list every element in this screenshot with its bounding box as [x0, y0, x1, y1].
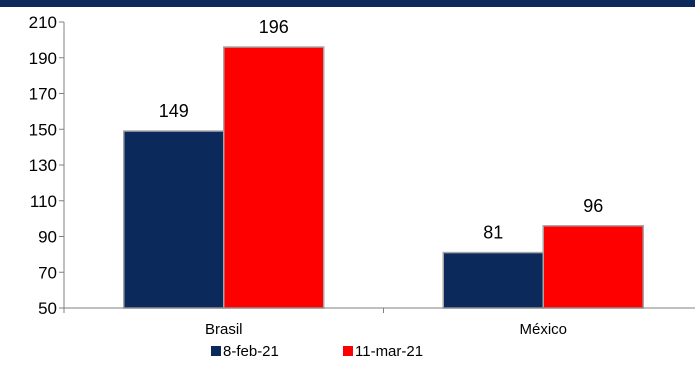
bar-1: [442, 251, 544, 309]
bar-2: [542, 225, 644, 309]
legend-label: 11-mar-21: [355, 343, 423, 360]
bars-layer: [123, 46, 644, 309]
data-label: 196: [259, 17, 289, 37]
top-accent-bar: [0, 0, 695, 7]
bar-2: [223, 46, 325, 309]
data-label: 96: [583, 196, 603, 216]
x-category-label: México: [519, 321, 567, 338]
y-tick-label: 190: [29, 49, 57, 68]
data-label: 149: [159, 101, 189, 121]
data-label: 81: [483, 223, 503, 243]
y-tick-label: 70: [38, 263, 57, 282]
labels-layer: 149 196 Brasil 81 96 México: [159, 17, 604, 338]
legend-swatch: [211, 346, 221, 356]
y-tick-label: 130: [29, 156, 57, 175]
legend: 8-feb-21 11-mar-21: [211, 343, 423, 360]
y-tick-label: 50: [38, 299, 57, 318]
x-category-label: Brasil: [205, 321, 243, 338]
y-tick-label: 170: [29, 85, 57, 104]
bar-1: [123, 130, 225, 309]
y-tick-label: 90: [38, 228, 57, 247]
y-tick-label: 110: [30, 192, 57, 211]
y-tick-label: 210: [29, 13, 57, 32]
y-tick-label: 150: [29, 120, 57, 139]
legend-swatch: [343, 346, 353, 356]
legend-label: 8-feb-21: [223, 343, 279, 360]
axes-layer: 50 70 90 110 130 150 170 190 210: [29, 13, 695, 318]
